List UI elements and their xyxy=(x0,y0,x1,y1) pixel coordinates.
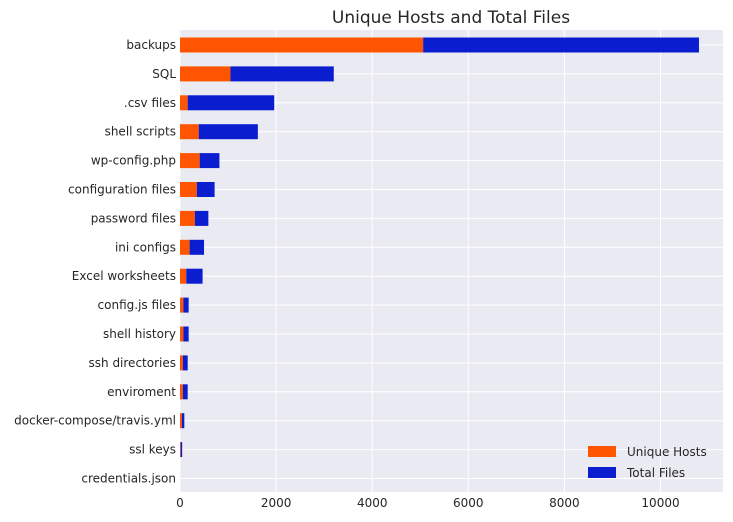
bar-unique-hosts xyxy=(180,239,190,255)
bar-unique-hosts xyxy=(180,66,231,82)
bar-total-files xyxy=(180,442,183,458)
y-tick-label: shell history xyxy=(103,327,176,341)
legend-swatch xyxy=(588,467,616,478)
y-tick-label: ssh directories xyxy=(89,356,176,370)
bar-unique-hosts xyxy=(180,384,183,400)
y-tick-label: .csv files xyxy=(124,96,176,110)
bar-total-files xyxy=(187,95,275,111)
bar-unique-hosts xyxy=(180,37,424,53)
y-tick-label: configuration files xyxy=(68,183,176,197)
x-tick-label: 0 xyxy=(176,496,184,510)
bar-total-files xyxy=(182,384,188,400)
y-tick-label: wp-config.php xyxy=(91,154,176,168)
bar-unique-hosts xyxy=(180,124,199,140)
bar-total-files xyxy=(189,239,205,255)
y-tick-label: ssl keys xyxy=(129,443,176,457)
y-tick-label: ini configs xyxy=(115,240,176,254)
bar-total-files xyxy=(183,297,189,313)
bar-total-files xyxy=(230,66,334,82)
legend: Unique Hosts Total Files xyxy=(588,445,707,480)
bar-unique-hosts xyxy=(180,210,195,226)
legend-label: Total Files xyxy=(626,466,685,480)
bar-total-files xyxy=(181,413,185,429)
x-tick-label: 4000 xyxy=(357,496,388,510)
bar-unique-hosts xyxy=(180,413,182,429)
bar-unique-hosts xyxy=(180,153,200,169)
y-tick-label: backups xyxy=(126,38,176,52)
y-tick-labels: backups SQL .csv files shell scripts wp-conf… xyxy=(14,38,176,486)
x-tick-labels: 0 2000 4000 6000 8000 10000 xyxy=(176,496,679,510)
bar-unique-hosts xyxy=(180,297,184,313)
bar-unique-hosts xyxy=(180,355,183,371)
bar-total-files xyxy=(199,153,220,169)
bar-total-files xyxy=(186,268,203,284)
bar-total-files xyxy=(194,210,209,226)
x-tick-label: 10000 xyxy=(641,496,679,510)
bar-unique-hosts xyxy=(180,182,197,197)
y-tick-label: shell scripts xyxy=(105,125,176,139)
y-tick-label: SQL xyxy=(152,67,176,81)
x-tick-label: 6000 xyxy=(453,496,484,510)
bar-unique-hosts xyxy=(180,442,181,458)
y-tick-label: Excel worksheets xyxy=(72,269,176,283)
bar-unique-hosts xyxy=(180,326,184,342)
bar-unique-hosts xyxy=(180,95,188,111)
y-tick-label: enviroment xyxy=(107,385,176,399)
bar-total-files xyxy=(423,37,699,53)
bar-unique-hosts xyxy=(180,268,187,284)
y-tick-label: config.js files xyxy=(98,298,176,312)
chart-title: Unique Hosts and Total Files xyxy=(332,8,570,28)
y-tick-label: credentials.json xyxy=(81,472,176,486)
bar-total-files xyxy=(183,326,189,342)
y-tick-label: password files xyxy=(91,211,176,225)
bar-total-files xyxy=(198,124,258,140)
x-tick-label: 2000 xyxy=(261,496,292,510)
y-tick-label: docker-compose/travis.yml xyxy=(14,414,176,428)
legend-swatch xyxy=(588,446,616,457)
bar-total-files xyxy=(196,182,215,197)
x-tick-label: 8000 xyxy=(549,496,580,510)
legend-label: Unique Hosts xyxy=(627,445,707,459)
bar-total-files xyxy=(182,355,188,371)
bars xyxy=(180,37,699,458)
